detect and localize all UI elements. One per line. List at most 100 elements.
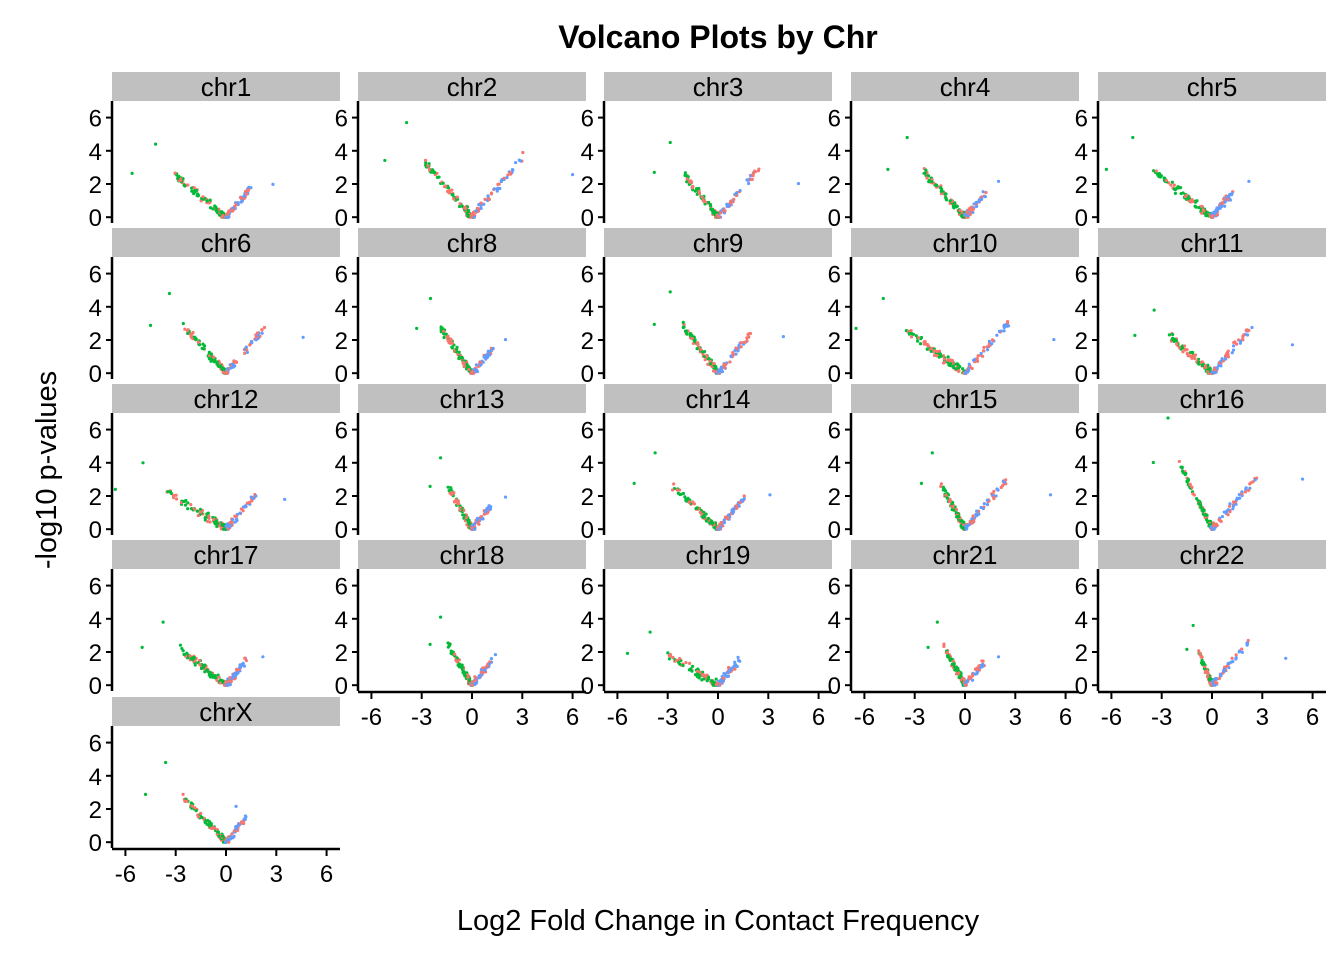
data-point (486, 194, 490, 198)
data-point (1184, 193, 1188, 197)
data-point (450, 192, 454, 197)
y-tick-label: 6 (581, 262, 594, 289)
data-point (946, 355, 950, 359)
data-point (208, 520, 212, 524)
y-tick-label: 6 (335, 574, 348, 601)
data-point (756, 169, 761, 173)
data-point (1204, 669, 1208, 673)
data-point (854, 326, 858, 330)
data-point (261, 655, 265, 659)
y-tick-label: 6 (1075, 574, 1088, 601)
data-point (886, 167, 890, 171)
data-point (1184, 471, 1188, 476)
data-point (240, 199, 244, 203)
data-point (226, 838, 230, 842)
data-point (428, 484, 432, 488)
y-axis-label: -log10 p-values (31, 371, 63, 569)
data-point (1250, 325, 1254, 330)
data-point (982, 502, 986, 506)
data-point (185, 651, 189, 655)
data-point (704, 675, 708, 679)
facet-strip (1098, 540, 1326, 569)
data-point (1206, 674, 1210, 678)
data-point (1245, 333, 1250, 337)
data-point (1190, 485, 1194, 489)
data-point (208, 198, 212, 202)
y-tick-label: 0 (89, 205, 102, 232)
data-point (1188, 199, 1193, 203)
data-point (186, 507, 190, 511)
data-point (700, 678, 704, 682)
data-point (188, 654, 192, 658)
data-point (702, 514, 706, 518)
facet-label: chr11 (1180, 228, 1243, 258)
data-point (690, 336, 694, 341)
data-point (212, 360, 216, 364)
data-point (1232, 340, 1236, 345)
data-points (1104, 135, 1251, 219)
facet-panel-chr14: chr14 0 2 4 6 (581, 384, 832, 544)
data-point (729, 666, 733, 670)
data-point (1213, 680, 1217, 684)
data-point (214, 676, 218, 680)
y-tick-label: 4 (89, 764, 102, 791)
data-point (438, 615, 443, 619)
data-point (212, 355, 216, 359)
data-point (465, 362, 469, 367)
data-point (705, 353, 709, 357)
y-tick-label: 4 (89, 451, 102, 478)
data-point (234, 804, 238, 808)
facet-panel-chr5: chr5 0 2 4 6 (1075, 72, 1326, 232)
data-point (970, 208, 974, 212)
data-point (703, 358, 707, 362)
y-tick-label: 6 (89, 731, 102, 758)
data-point (233, 671, 237, 675)
data-point (1246, 638, 1250, 643)
data-points (143, 760, 248, 844)
data-point (678, 656, 682, 661)
data-point (459, 355, 463, 360)
data-point (925, 176, 929, 180)
data-point (181, 321, 185, 326)
data-point (1180, 345, 1184, 349)
data-point (452, 197, 456, 201)
y-tick-label: 0 (335, 361, 348, 388)
data-point (987, 339, 992, 343)
facet-label: chr21 (932, 540, 997, 570)
data-point (482, 512, 486, 516)
data-point (727, 665, 731, 670)
y-tick-label: 4 (89, 139, 102, 166)
data-point (692, 338, 697, 342)
data-point (205, 512, 209, 516)
data-point (964, 683, 968, 687)
data-point (681, 491, 686, 496)
data-points (625, 630, 742, 687)
data-point (1158, 175, 1163, 179)
data-point (974, 513, 979, 517)
data-point (210, 673, 214, 677)
data-point (739, 498, 744, 502)
data-point (193, 806, 197, 810)
data-point (474, 681, 478, 685)
data-point (947, 655, 951, 659)
data-point (478, 360, 482, 364)
data-points (130, 142, 275, 219)
data-point (194, 338, 198, 342)
y-tick-label: 2 (89, 484, 102, 511)
data-point (447, 340, 451, 345)
data-point (1244, 487, 1248, 491)
data-point (499, 179, 504, 184)
y-tick-label: 4 (828, 139, 841, 166)
data-point (472, 522, 476, 527)
data-point (1200, 363, 1205, 368)
data-point (206, 818, 210, 823)
data-point (930, 451, 934, 455)
data-point (917, 336, 921, 340)
data-point (1240, 492, 1244, 496)
facet-strip (1098, 384, 1326, 413)
data-point (1151, 460, 1155, 465)
data-point (735, 506, 739, 510)
data-point (474, 209, 478, 213)
data-point (706, 516, 710, 521)
data-point (448, 189, 452, 193)
